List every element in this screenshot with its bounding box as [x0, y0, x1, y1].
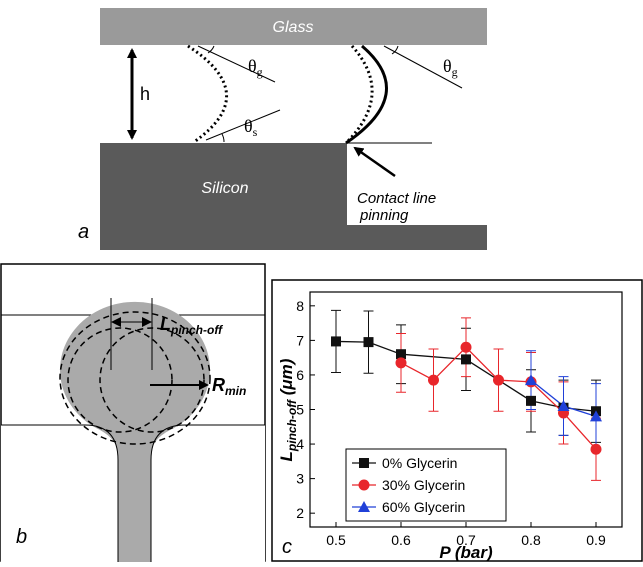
theta-g-label: θg — [443, 56, 458, 79]
meniscus-dotted — [344, 44, 374, 145]
x-tick-label: 0.8 — [521, 532, 541, 548]
x-tick-label: 0.5 — [326, 532, 346, 548]
marker — [590, 443, 602, 455]
marker — [461, 354, 471, 365]
background — [1, 425, 265, 562]
y-tick-label: 3 — [296, 471, 304, 487]
glass-label: Glass — [273, 19, 314, 36]
tangent-line — [383, 45, 463, 89]
tangent-line — [205, 109, 281, 141]
theta-s-label: θs — [244, 116, 258, 139]
y-tick-label: 8 — [296, 298, 304, 314]
outline-dashed — [59, 311, 211, 445]
marker — [395, 357, 407, 369]
pinning-label: Contact line — [357, 190, 436, 207]
r-min-label: Rmin — [212, 375, 246, 398]
y-tick-label: 7 — [296, 332, 304, 348]
marker — [396, 349, 406, 360]
y-tick-label: 5 — [296, 402, 304, 418]
marker — [493, 374, 504, 386]
marker — [331, 336, 341, 347]
pinning-arrow — [353, 146, 396, 178]
theta-g-label: θg — [248, 56, 263, 79]
meniscus-solid — [345, 44, 388, 145]
marker — [525, 374, 537, 386]
glass-plate — [100, 8, 487, 45]
y-tick-label: 2 — [296, 505, 304, 521]
panel-label: b — [16, 526, 27, 548]
y-axis-title: Lpinch-off (μm) — [277, 358, 299, 461]
x-tick-label: 0.9 — [586, 532, 606, 548]
legend-label: 0% Glycerin — [382, 455, 457, 471]
marker — [590, 410, 602, 422]
tangent-line — [197, 45, 276, 83]
legend-label: 30% Glycerin — [382, 477, 465, 493]
marker — [358, 479, 370, 491]
angle-arc — [207, 45, 215, 54]
h-label: h — [140, 84, 150, 104]
angle-arc — [221, 133, 225, 143]
x-tick-label: 0.7 — [456, 532, 476, 548]
y-tick-label: 4 — [296, 436, 304, 452]
panel-label: c — [282, 536, 292, 558]
silicon-label: Silicon — [201, 180, 248, 197]
panel-c: c P (bar) Lpinch-off (μm) 2 3 4 5 6 7 8 0.5 0.6 0… — [271, 279, 643, 562]
channel-wall — [1, 424, 265, 562]
panel-b: Lpinch-off Rmin b — [0, 263, 266, 562]
circle-dashed — [67, 327, 173, 433]
silicon-block — [100, 143, 487, 250]
l-pinch-label: Lpinch-off — [160, 314, 223, 337]
x-axis-title: P (bar) — [439, 543, 493, 562]
marker — [526, 395, 536, 406]
marker — [363, 337, 374, 348]
panel-frame — [271, 279, 643, 562]
meniscus-left — [187, 44, 229, 144]
marker — [460, 341, 472, 353]
panel-label: a — [78, 221, 89, 243]
legend-label: 60% Glycerin — [382, 499, 465, 515]
x-tick-label: 0.6 — [391, 532, 411, 548]
marker — [358, 501, 370, 512]
y-tick-label: 6 — [296, 367, 304, 383]
marker — [359, 458, 369, 468]
angle-arc — [391, 45, 399, 55]
panel-a: Glass Silicon h θg θs θg Contact line pi… — [78, 8, 487, 250]
droplet — [60, 301, 211, 562]
marker — [428, 374, 439, 386]
pinning-label: pinning — [359, 207, 409, 224]
marker — [557, 400, 570, 412]
